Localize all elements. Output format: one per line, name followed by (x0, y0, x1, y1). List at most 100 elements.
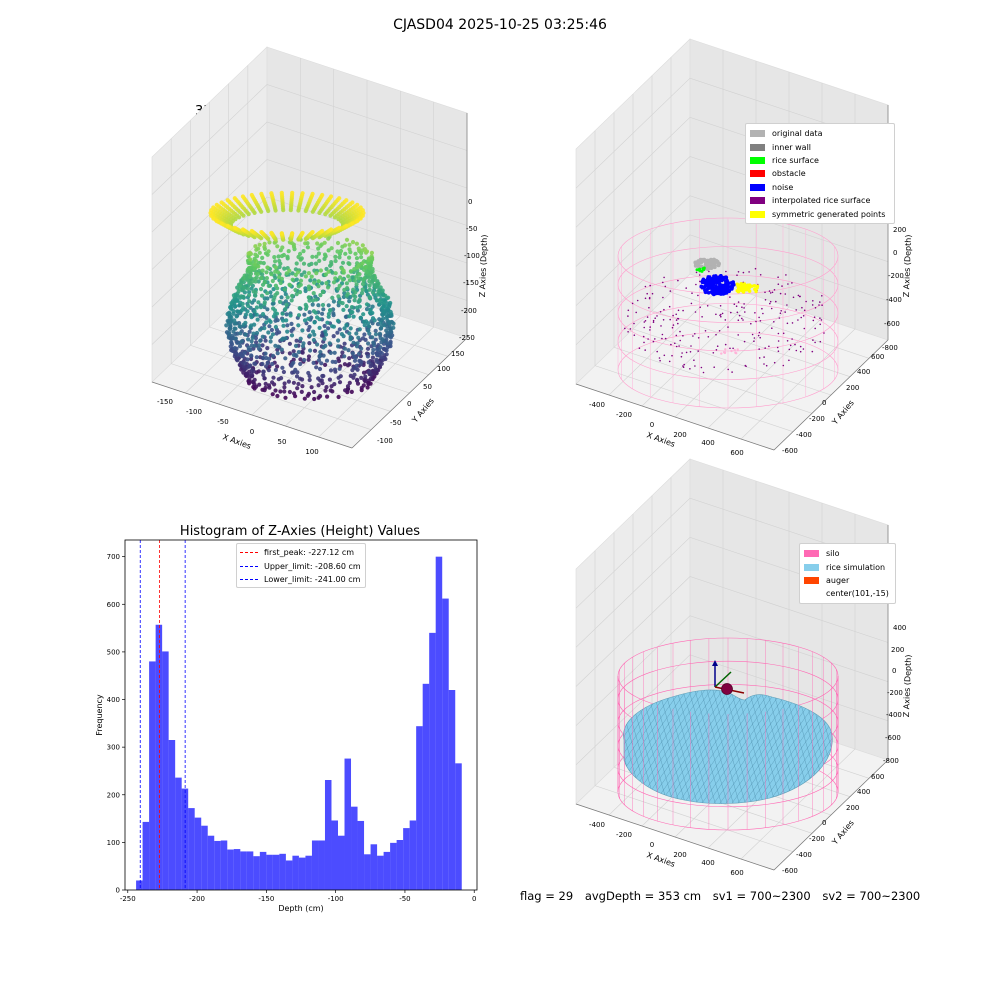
interp-point (664, 337, 667, 340)
interp-point (773, 289, 776, 291)
data-point (347, 278, 352, 283)
data-point (256, 346, 262, 351)
interp-point (704, 330, 707, 332)
data-point (335, 330, 340, 335)
interp-point (780, 310, 782, 312)
data-point (307, 341, 312, 346)
symmetric-point (742, 282, 747, 286)
data-point (367, 283, 372, 288)
mesh-line (486, 680, 586, 820)
noise-point (718, 284, 722, 289)
data-point (318, 293, 323, 298)
data-point (336, 358, 342, 364)
interp-point (737, 271, 740, 273)
interp-point (708, 270, 710, 273)
p1-ytick: -50 (390, 419, 401, 427)
mesh-line (506, 680, 546, 820)
p4-ztick: 400 (893, 624, 906, 632)
data-point (328, 308, 333, 313)
data-point (286, 249, 291, 254)
data-point (232, 225, 237, 230)
data-point (234, 314, 239, 319)
data-point (211, 205, 216, 210)
interp-point (721, 312, 724, 315)
data-point (239, 339, 245, 344)
interp-point (779, 292, 782, 295)
data-point (241, 364, 246, 369)
p1-xtick: -100 (186, 408, 202, 416)
data-point (337, 366, 342, 371)
data-point (228, 314, 233, 319)
original-point (693, 260, 698, 265)
data-point (337, 255, 342, 260)
interp-point (737, 334, 739, 336)
data-point (315, 315, 320, 320)
histogram-bar (377, 855, 384, 890)
interp-point (697, 350, 699, 352)
data-point (269, 327, 274, 333)
legend-item: rice simulation (804, 560, 891, 573)
data-point (324, 385, 329, 390)
interp-point (814, 341, 816, 344)
interp-point (685, 351, 688, 354)
data-point (380, 288, 385, 293)
data-point (311, 291, 316, 296)
data-point (351, 314, 356, 319)
data-point (312, 280, 317, 285)
interp-point (649, 326, 651, 328)
p3-ylabel: Frequency (95, 694, 104, 736)
data-point (323, 388, 328, 393)
symmetric-point (742, 284, 746, 289)
data-point (384, 328, 389, 333)
data-point (370, 316, 376, 321)
interp-point (651, 292, 654, 295)
data-point (357, 358, 362, 363)
data-point (322, 252, 328, 257)
data-point (280, 245, 285, 250)
histogram-bar (390, 842, 397, 890)
data-point (305, 393, 310, 398)
legend-label: Lower_limit: -241.00 cm (264, 574, 361, 584)
interp-point (819, 323, 821, 326)
data-point (348, 326, 353, 331)
mesh-line (428, 680, 468, 820)
interp-point (697, 294, 699, 297)
mesh-line (380, 680, 420, 820)
data-point (318, 268, 323, 273)
interp-point (729, 347, 731, 350)
interp-point (779, 312, 782, 315)
interp-point (768, 345, 770, 348)
original-point (716, 263, 721, 268)
mesh-line (432, 680, 532, 820)
legend-item: obstacle (750, 167, 890, 180)
p4-ytick: 400 (857, 788, 870, 796)
interp-point (801, 306, 803, 309)
data-point (252, 266, 257, 271)
interp-point (814, 307, 817, 309)
data-point (362, 323, 367, 328)
data-point (305, 245, 310, 250)
noise-point (731, 282, 736, 287)
interp-point (736, 311, 739, 314)
data-point (261, 372, 266, 378)
noise-point (711, 282, 716, 287)
data-point (348, 269, 353, 274)
interp-point (777, 283, 780, 286)
legend-label: center(101,-15) (826, 589, 889, 599)
interp-point (754, 267, 757, 270)
data-point (296, 350, 301, 355)
mesh-line (404, 680, 444, 820)
data-point (255, 317, 260, 322)
mesh-line (456, 680, 556, 820)
data-point (373, 332, 379, 337)
data-point (271, 375, 276, 380)
histogram-bar (240, 851, 247, 890)
data-point (301, 261, 307, 266)
data-point (326, 248, 331, 253)
data-point (291, 326, 296, 331)
p2-ztick: 200 (893, 226, 906, 234)
data-point (347, 299, 352, 304)
data-point (277, 264, 282, 270)
data-point (263, 351, 268, 356)
data-point (325, 320, 330, 325)
